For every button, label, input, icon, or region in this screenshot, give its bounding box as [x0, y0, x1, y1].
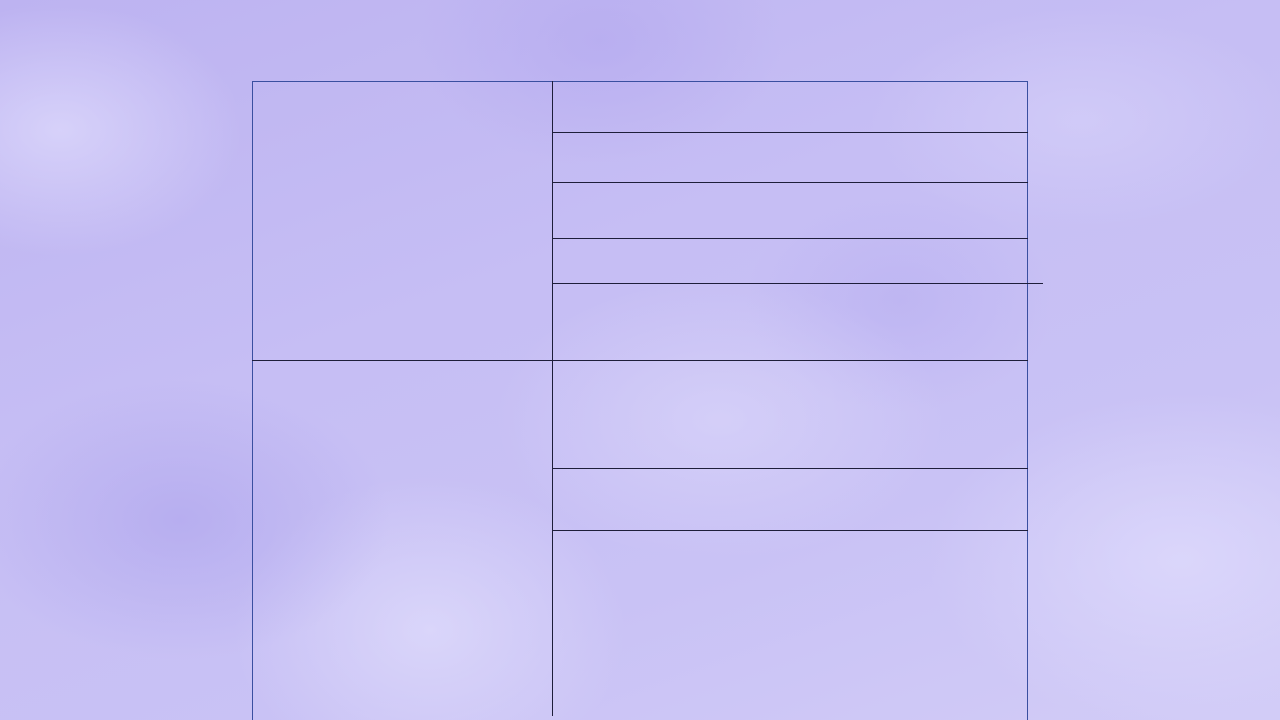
left-cell-top	[253, 82, 552, 360]
right-cell-6	[553, 361, 1027, 468]
row-divider-6	[552, 530, 1028, 531]
column-divider	[552, 81, 553, 716]
layout-table	[252, 81, 1028, 720]
right-cell-3	[553, 183, 1027, 238]
row-divider-2	[552, 182, 1028, 183]
row-divider-5	[552, 468, 1028, 469]
row-divider-1	[552, 132, 1028, 133]
right-cell-1	[553, 82, 1027, 132]
right-cell-8	[553, 531, 1027, 716]
right-cell-2	[553, 133, 1027, 182]
section-divider	[252, 360, 1028, 361]
row-divider-4	[552, 283, 1043, 284]
row-divider-3	[552, 238, 1028, 239]
right-cell-4	[553, 239, 1027, 283]
left-cell-bottom	[253, 361, 552, 720]
right-cell-7	[553, 469, 1027, 530]
right-cell-5	[553, 284, 1027, 360]
